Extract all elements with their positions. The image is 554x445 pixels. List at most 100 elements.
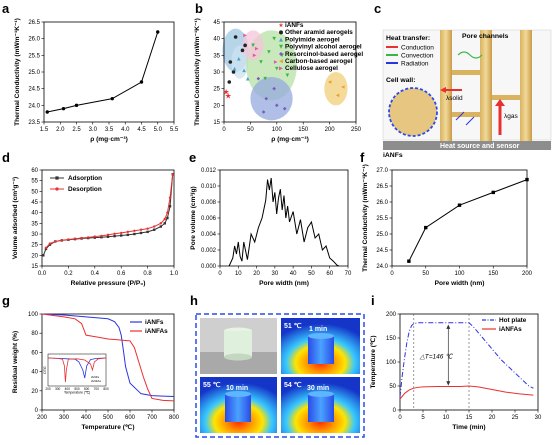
scatter-point-6 xyxy=(254,46,259,51)
legend-label-1: Other aramid aerogels xyxy=(285,29,353,36)
data-point-0 xyxy=(168,205,172,208)
x-tick-label: 800 xyxy=(169,415,180,421)
data-point-1 xyxy=(159,222,162,225)
y-tick-label: 30 xyxy=(213,70,220,76)
data-point xyxy=(74,103,79,108)
y-tick-label: 26.5 xyxy=(28,20,40,26)
scatter-point-4 xyxy=(272,86,276,91)
y-tick-label: 25.5 xyxy=(28,53,40,59)
scatter-point-3 xyxy=(259,60,263,64)
y-tick-label: 26.0 xyxy=(28,37,40,43)
y-tick-label: 80 xyxy=(31,331,38,337)
inset-x-tick: 600 xyxy=(84,387,90,391)
scatter-point-4 xyxy=(261,110,266,114)
x-tick-label: 600 xyxy=(125,415,136,421)
y-tick-label: 20 xyxy=(31,389,38,395)
data-point-1 xyxy=(163,217,166,221)
data-point-1 xyxy=(54,240,57,243)
y-tick-label: 20 xyxy=(31,253,38,259)
legend-label-6: Cellulose aerogel xyxy=(285,65,338,72)
data-point-0 xyxy=(42,254,45,257)
scatter-point-6 xyxy=(273,60,278,64)
data-point-1 xyxy=(67,238,70,241)
panel-h-frame xyxy=(195,313,365,438)
y-tick-label: 24.0 xyxy=(28,103,40,109)
scatter-point-3 xyxy=(275,66,279,71)
x-tick-label: 5.5 xyxy=(170,127,179,133)
y-tick-label: 60 xyxy=(31,350,38,356)
x-tick-label: 0.8 xyxy=(143,271,152,277)
data-point xyxy=(156,30,160,34)
legend-label-4: Resorcinol-based aerogel xyxy=(285,51,363,58)
y-axis-label: Residual weight (%) xyxy=(12,331,19,393)
thermal-temp-3: 54 ℃ xyxy=(284,381,302,389)
data-point-1 xyxy=(80,236,83,240)
panel-label-a: a xyxy=(2,1,10,16)
x-tick-label: 40 xyxy=(290,271,297,277)
cell-wall-circle xyxy=(388,87,438,137)
legend-label-1: Desorption xyxy=(68,186,102,193)
x-axis-label: ρ (mg·cm⁻³) xyxy=(271,136,309,143)
scatter-point-3 xyxy=(263,76,267,81)
inset-y-label: DTG xyxy=(43,366,47,374)
x-tick-label: 50 xyxy=(422,271,429,277)
scatter-point-1 xyxy=(231,70,236,74)
y-tick-label: 50 xyxy=(31,189,38,195)
x-axis-label: Pore width (nm) xyxy=(259,280,309,287)
x-tick-label: 1.0 xyxy=(170,271,179,277)
scatter-point-0 xyxy=(225,92,232,99)
x-tick-label: 300 xyxy=(59,415,70,421)
inset-x-tick: 400 xyxy=(65,387,71,391)
x-tick-label: 0 xyxy=(222,127,226,133)
y-tick-label: 40 xyxy=(31,370,38,376)
delta-t-arrowhead-top xyxy=(446,324,451,329)
radiation-rays xyxy=(455,111,475,126)
legend-marker-0 xyxy=(278,22,284,28)
x-tick-label: 5 xyxy=(421,415,425,421)
legend-label-3: Polyvinyl alcohol aerogel xyxy=(285,44,362,51)
data-point-0 xyxy=(120,234,123,237)
chart-d-adsorption-isotherm: 0.0 0.2 0.4 0.6 0.8 1.0 15 20 25 30 35 40 45 50 55 60 Re… xyxy=(12,168,179,287)
thermal-image-1min: 51 ℃ 1 min xyxy=(281,318,360,374)
x-tick-label: 200 xyxy=(37,415,48,421)
inset-x-tick: 500 xyxy=(74,387,80,391)
inset-line-1 xyxy=(47,357,107,383)
legend-label-0: Hot plate xyxy=(499,317,527,324)
y-axis-label: Volume adsorbed (cm³g⁻¹) xyxy=(12,177,19,260)
y-tick-label: 24.5 xyxy=(376,248,388,254)
scatter-point-2 xyxy=(236,56,241,61)
y-tick-label: 25.0 xyxy=(28,70,40,76)
chart-f-conductivity-vs-pore-width: 0 50 100 150 200 24.0 24.5 25.0 25.5 26.0 26.5 27.0… xyxy=(362,164,533,287)
y-tick-label: 100 xyxy=(28,312,39,318)
y-tick-label: 60 xyxy=(31,168,38,174)
pore-channels-label: Pore channels xyxy=(462,33,509,40)
thermal-temp-1: 51 ℃ xyxy=(284,322,302,330)
data-point-1 xyxy=(146,227,149,230)
scatter-point-0 xyxy=(223,88,230,95)
y-tick-label: 0.000 xyxy=(201,264,217,270)
inset-legend-0: iANFs xyxy=(91,375,100,379)
ianfs-label: iANFs xyxy=(383,152,403,159)
scatter-point-1 xyxy=(240,48,245,53)
inset-frame xyxy=(47,353,107,387)
lambda-solid-arrowhead xyxy=(440,87,446,93)
scatter-point-5 xyxy=(335,93,340,98)
y-axis-label: Pore volume (cm³/g) xyxy=(190,186,197,249)
x-tick-label: 50 xyxy=(247,127,254,133)
data-point xyxy=(45,110,49,114)
y-axis-label: Thermal Conductivity (mWm⁻¹K⁻¹) xyxy=(362,164,369,272)
region-4 xyxy=(324,72,348,106)
x-tick-label: 500 xyxy=(103,415,114,421)
heat-transfer-title: Heat transfer: xyxy=(386,35,430,42)
chart-a-thermal-conductivity-vs-density: 1.5 2.0 2.5 3.0 3.5 4.0 4.5 5.0 5.5 23.5 24.0 24.5 2… xyxy=(14,18,179,143)
x-tick-label: 0.2 xyxy=(64,271,73,277)
series-line-0 xyxy=(42,174,174,256)
plot-frame xyxy=(41,169,175,267)
y-tick-label: 35 xyxy=(213,53,220,59)
scatter-point-4 xyxy=(282,106,287,111)
x-tick-label: 15 xyxy=(466,415,473,421)
y-tick-label: 0.008 xyxy=(201,200,217,206)
data-point xyxy=(525,177,529,182)
x-tick-label: 50 xyxy=(308,271,315,277)
scatter-point-1 xyxy=(227,80,232,84)
